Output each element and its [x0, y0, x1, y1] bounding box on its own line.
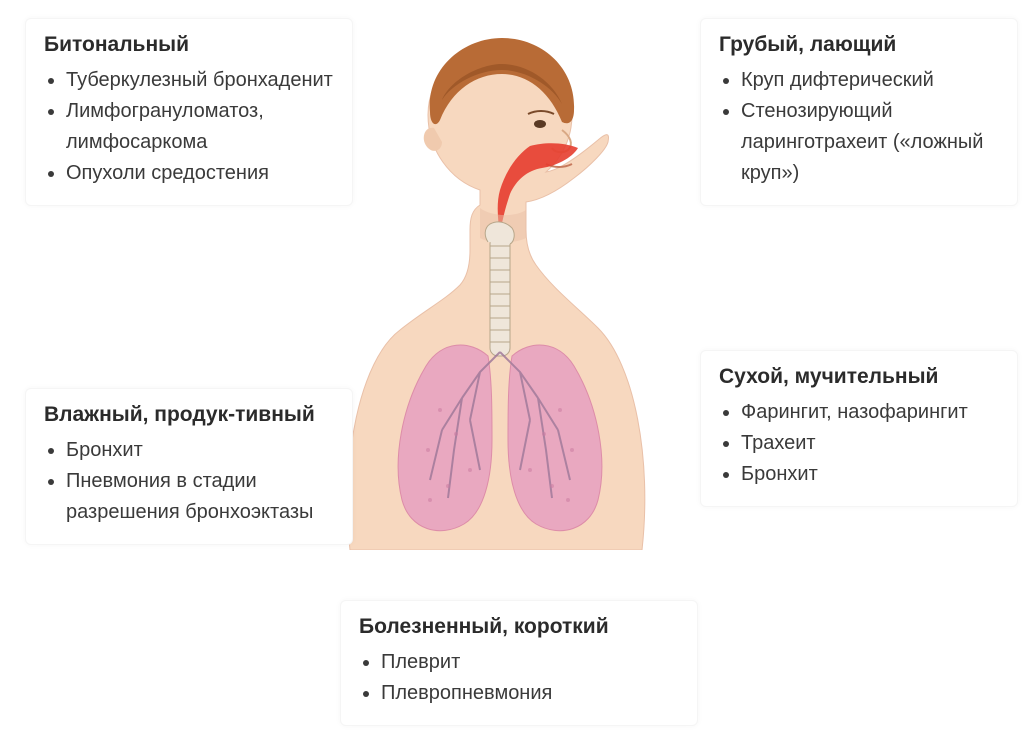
- box-dry-tormenting-title: Сухой, мучительный: [719, 363, 999, 391]
- list-item: Лимфогрануломатоз, лимфосаркома: [66, 96, 334, 158]
- list-item: Пневмония в стадии разрешения бронхоэкта…: [66, 466, 334, 528]
- list-item: Плевропневмония: [381, 678, 679, 709]
- box-bitonal-list: Туберкулезный бронхаденит Лимфогранулома…: [44, 65, 334, 189]
- box-painful-short-title: Болезненный, короткий: [359, 613, 679, 641]
- anatomy-figure: [330, 30, 660, 550]
- box-dry-tormenting: Сухой, мучительный Фарингит, назофаринги…: [700, 350, 1018, 507]
- box-painful-short: Болезненный, короткий Плеврит Плевропнев…: [340, 600, 698, 726]
- box-bitonal: Битональный Туберкулезный бронхаденит Ли…: [25, 18, 353, 206]
- anatomy-svg: [330, 30, 660, 550]
- box-moist-productive: Влажный, продук-тивный Бронхит Пневмония…: [25, 388, 353, 545]
- box-rough-barking: Грубый, лающий Круп дифтерический Стеноз…: [700, 18, 1018, 206]
- list-item: Бронхит: [741, 459, 999, 490]
- list-item: Фарингит, назофарингит: [741, 397, 999, 428]
- box-moist-productive-title: Влажный, продук-тивный: [44, 401, 334, 429]
- list-item: Плеврит: [381, 647, 679, 678]
- box-dry-tormenting-list: Фарингит, назофарингит Трахеит Бронхит: [719, 397, 999, 490]
- box-bitonal-title: Битональный: [44, 31, 334, 59]
- box-rough-barking-list: Круп дифтерический Стенозирующий ларинго…: [719, 65, 999, 189]
- list-item: Опухоли средостения: [66, 158, 334, 189]
- box-moist-productive-list: Бронхит Пневмония в стадии разрешения бр…: [44, 435, 334, 528]
- list-item: Бронхит: [66, 435, 334, 466]
- list-item: Круп дифтерический: [741, 65, 999, 96]
- diagram-canvas: Битональный Туберкулезный бронхаденит Ли…: [0, 0, 1024, 754]
- list-item: Туберкулезный бронхаденит: [66, 65, 334, 96]
- list-item: Стенозирующий ларинготрахеит («ложный кр…: [741, 96, 999, 189]
- list-item: Трахеит: [741, 428, 999, 459]
- box-rough-barking-title: Грубый, лающий: [719, 31, 999, 59]
- box-painful-short-list: Плеврит Плевропневмония: [359, 647, 679, 709]
